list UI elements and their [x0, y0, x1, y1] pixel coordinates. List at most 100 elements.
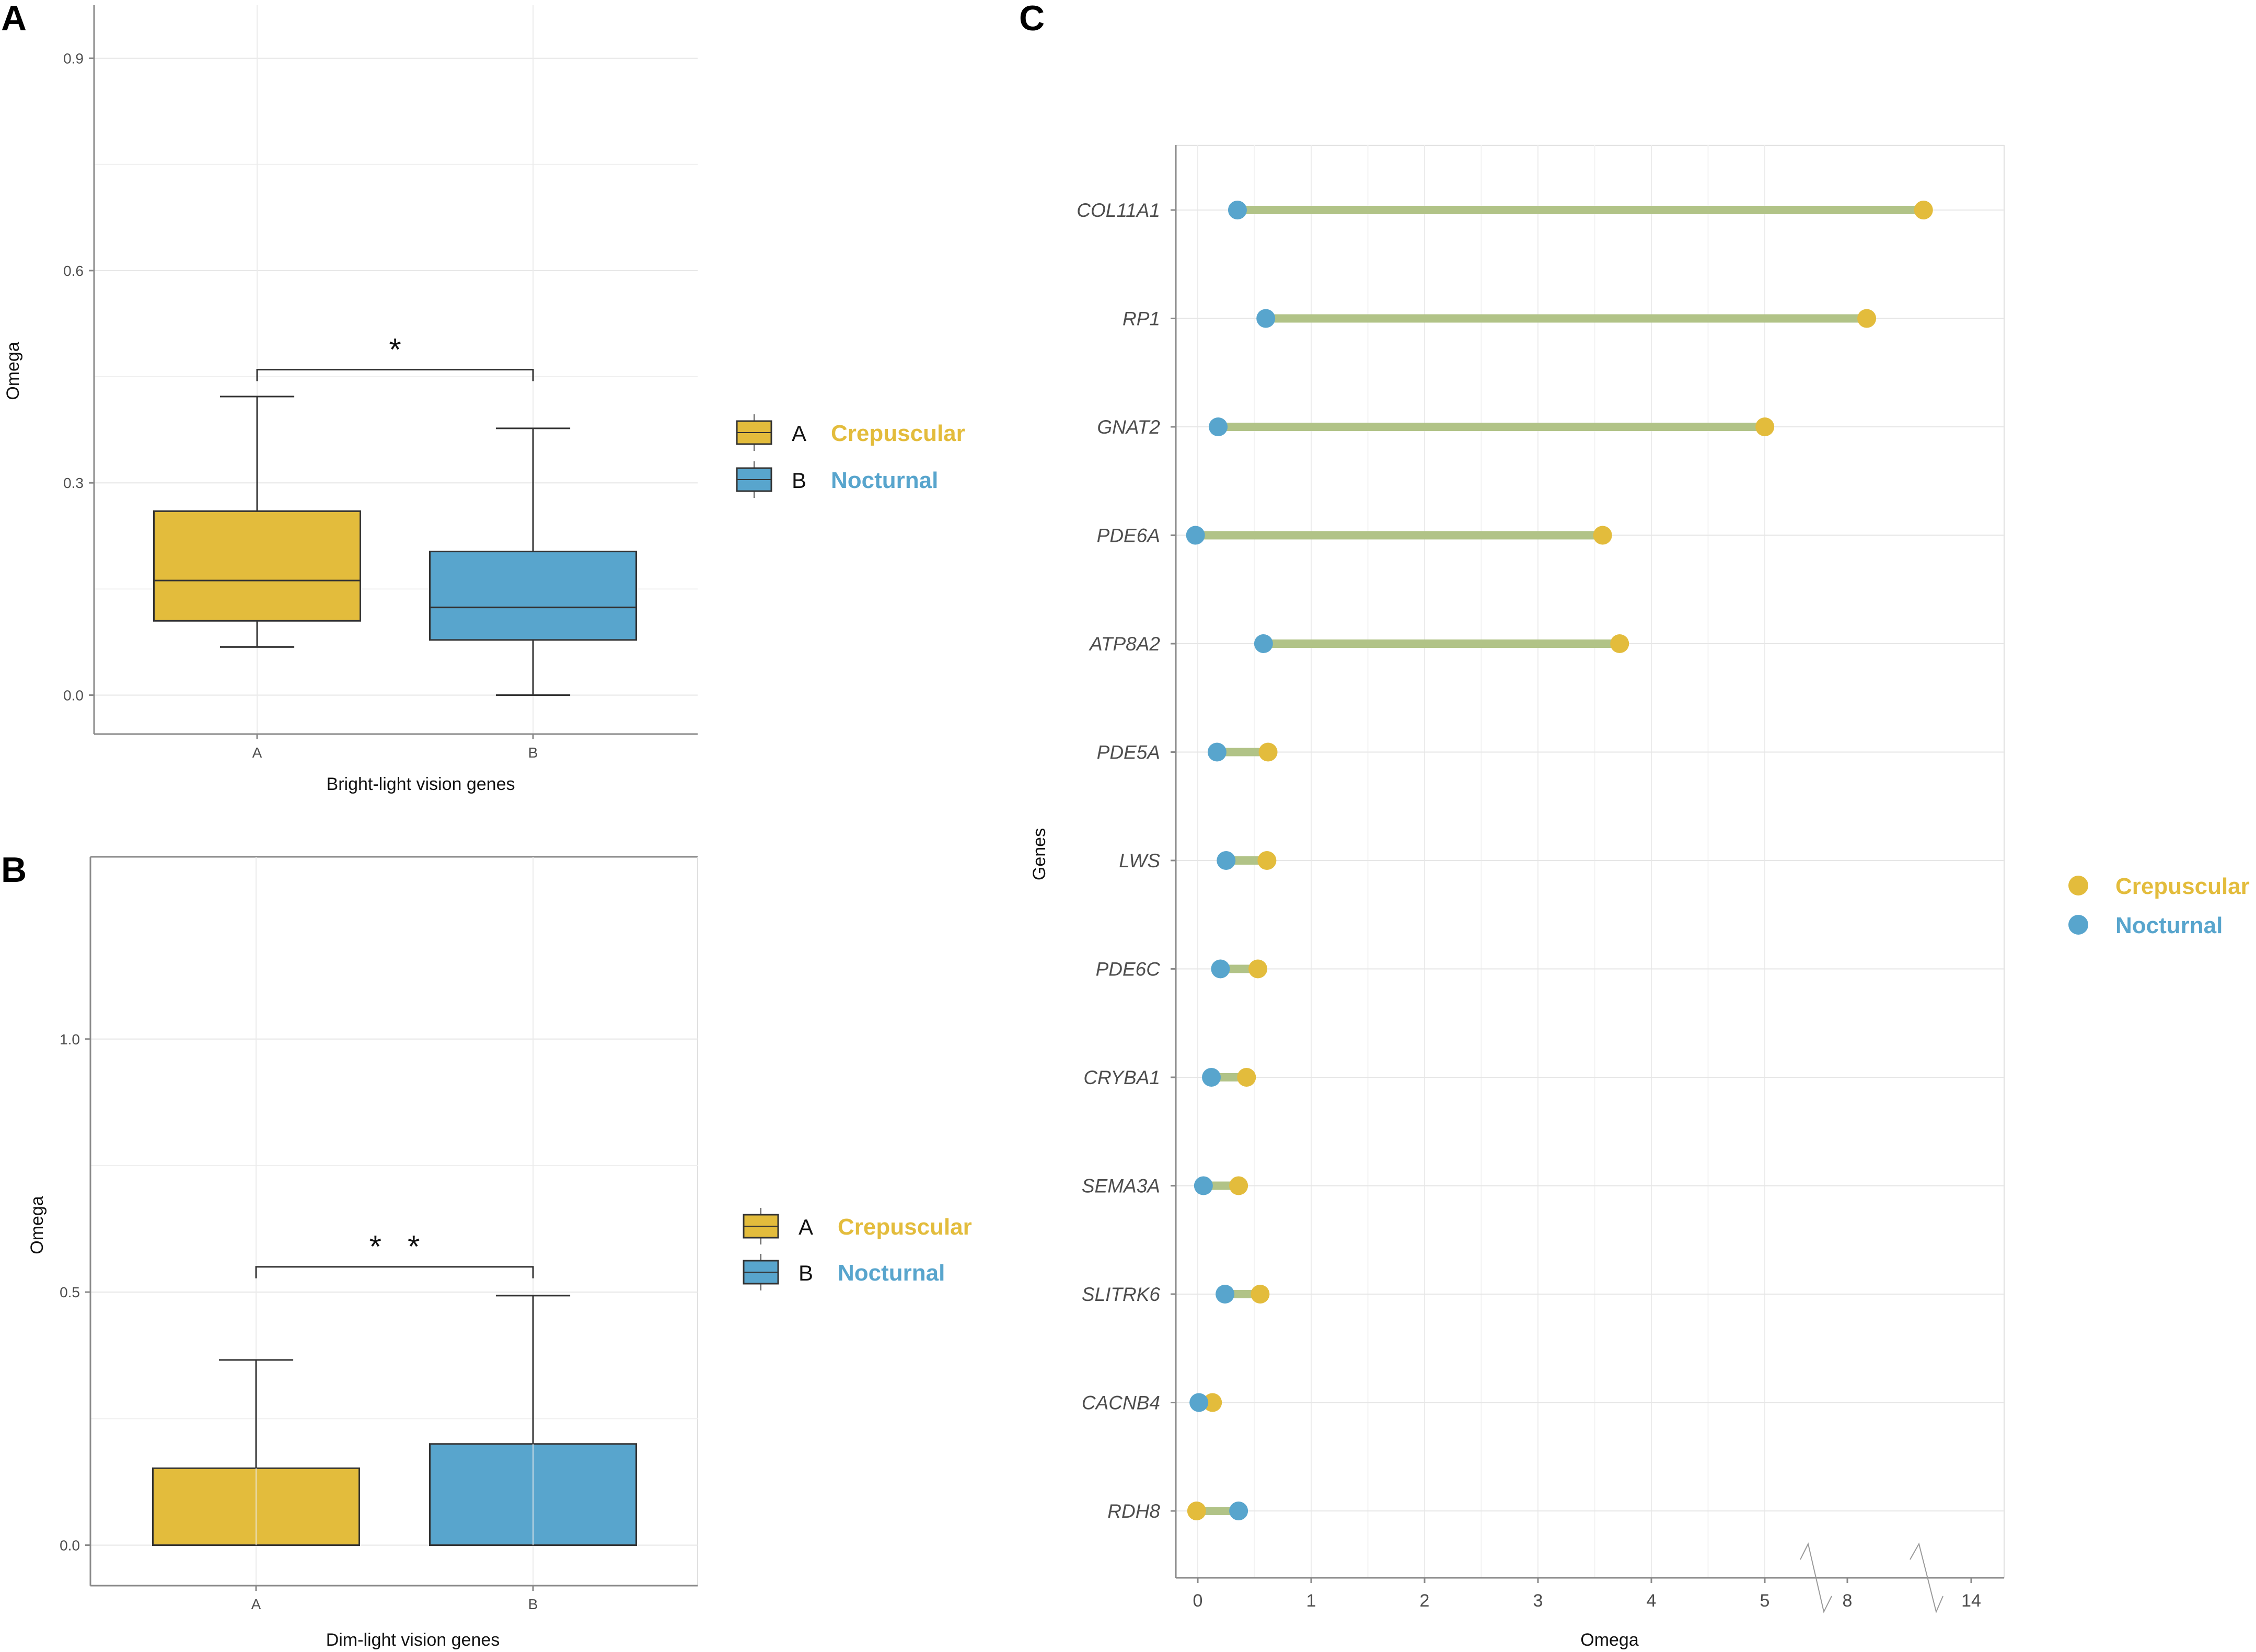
panel-c-point-crepuscular-atp8a2: [1610, 634, 1629, 653]
panel-c-point-crepuscular-slitrk6: [1251, 1285, 1270, 1304]
panel-c-point-nocturnal-atp8a2: [1254, 634, 1273, 653]
panel-a-legend: A Crepuscular B Nocturnal: [736, 414, 965, 498]
panel-a-boxes: [153, 395, 637, 696]
panel-c-gene-label-cryba1: CRYBA1: [1083, 1067, 1160, 1088]
panel-b-x-tick-label: A: [251, 1596, 261, 1612]
panel-c-point-crepuscular-rp1: [1857, 309, 1877, 328]
panel-b-legend-label-crepuscular: Crepuscular: [838, 1214, 972, 1240]
panel-a-significance-bracket: [256, 369, 534, 381]
panel-c-point-crepuscular-col11a1: [1914, 201, 1933, 219]
panel-b-y-tick-label: 0.0: [60, 1538, 80, 1554]
panel-a-y-tick-label: 0.3: [63, 475, 84, 491]
panel-c-gene-label-rdh8: RDH8: [1107, 1500, 1160, 1522]
panel-c-gene-label-pde6a: PDE6A: [1097, 525, 1160, 546]
panel-c-gene-label-atp8a2: ATP8A2: [1089, 633, 1160, 655]
panel-b-significance: * *: [255, 1229, 534, 1278]
panel-c-dumbbell: COL11A1 RP1 GNAT2 PDE6A ATP8A2 PDE5A LWS PDE6C C…: [1029, 145, 2250, 1650]
panel-c-point-nocturnal-sema3a: [1194, 1176, 1213, 1195]
panel-c-x-tick-label: 3: [1533, 1591, 1543, 1611]
panel-c-letter: C: [1019, 0, 1045, 38]
panel-c-point-nocturnal-pde6c: [1211, 959, 1230, 979]
panel-b-y-tick-label: 1.0: [60, 1031, 80, 1048]
panel-b-letter: B: [1, 850, 27, 890]
panel-c-x-axis-title: Omega: [1580, 1630, 1639, 1650]
panel-c-point-nocturnal-rdh8: [1229, 1502, 1248, 1520]
panel-a-x-tick-label: B: [528, 744, 538, 761]
panel-b-y-axis-title: Omega: [27, 1196, 47, 1254]
panel-c-gene-label-pde6c: PDE6C: [1096, 959, 1161, 980]
panel-c-legend-label-crepuscular: Crepuscular: [2115, 874, 2250, 899]
panel-c-x-tick-label: 5: [1760, 1591, 1770, 1611]
panel-b-boxes: [152, 1295, 637, 1546]
panel-b-x-axis-title: Dim-light vision genes: [326, 1630, 500, 1650]
panel-c-gene-label-pde5a: PDE5A: [1097, 742, 1160, 763]
panel-b-x-tick-label: B: [528, 1596, 538, 1612]
panel-a-x-tick-label: A: [252, 744, 262, 761]
panel-c-x-tick-label: 14: [1961, 1591, 1981, 1611]
panel-c-gene-label-gnat2: GNAT2: [1097, 416, 1160, 438]
panel-b-significance-bracket: [255, 1266, 534, 1278]
panel-a-y-tick-label: 0.6: [63, 263, 84, 279]
panel-c-point-nocturnal-cacnb4: [1189, 1393, 1209, 1412]
panel-b-significance-stars: * *: [369, 1229, 420, 1264]
panel-a-box-a: [153, 510, 361, 622]
panel-a-significance-stars: *: [389, 332, 401, 367]
panel-c-point-nocturnal-pde6a: [1186, 526, 1205, 545]
panel-c-point-crepuscular-gnat2: [1755, 417, 1775, 436]
panel-c-point-crepuscular-pde6c: [1248, 959, 1268, 979]
panel-c-point-crepuscular-pde5a: [1258, 742, 1278, 762]
panel-c-legend-dot-crepuscular: [2068, 876, 2088, 895]
panel-c-gene-label-rp1: RP1: [1123, 308, 1160, 330]
panel-a-y-axis-title: Omega: [3, 342, 23, 400]
panel-c-legend-dot-nocturnal: [2068, 915, 2088, 935]
panel-a-significance: *: [256, 332, 534, 381]
panel-c-point-crepuscular-sema3a: [1229, 1176, 1248, 1195]
panel-c-legend-label-nocturnal: Nocturnal: [2115, 913, 2223, 938]
panel-c-x-ticks: 0 1 2 3 4 5 8 14: [1193, 1578, 1981, 1611]
panel-a-letter: A: [1, 0, 27, 38]
panel-c-x-tick-label: 8: [1843, 1591, 1853, 1611]
panel-a-box-b: [429, 551, 637, 641]
panel-c-gene-label-cacnb4: CACNB4: [1082, 1392, 1160, 1414]
panel-a-y-tick-label: 0.0: [63, 688, 84, 704]
panel-b-legend-label-nocturnal: Nocturnal: [838, 1260, 945, 1286]
panel-c-point-crepuscular-lws: [1257, 851, 1277, 870]
panel-c-x-tick-label: 2: [1420, 1591, 1430, 1611]
panel-c-point-crepuscular-cryba1: [1237, 1068, 1256, 1087]
panel-a-legend-label-crepuscular: Crepuscular: [831, 421, 965, 446]
panel-c-point-nocturnal-rp1: [1256, 309, 1276, 328]
panel-a-legend-key-letter: B: [792, 468, 806, 493]
panel-c-point-nocturnal-lws: [1217, 851, 1236, 870]
panel-c-point-nocturnal-cryba1: [1202, 1068, 1221, 1087]
panel-c-point-nocturnal-col11a1: [1228, 201, 1247, 219]
panel-c-gene-label-col11a1: COL11A1: [1077, 200, 1160, 221]
panel-c-y-axis-title: Genes: [1029, 828, 1049, 880]
axis-break-icon: [1800, 1542, 1943, 1614]
panel-c-gene-label-slitrk6: SLITRK6: [1082, 1284, 1161, 1305]
panel-a-legend-key-letter: A: [792, 421, 806, 446]
panel-a-legend-label-nocturnal: Nocturnal: [831, 468, 938, 493]
panel-c-gene-rows: COL11A1 RP1 GNAT2 PDE6A ATP8A2 PDE5A LWS PDE6C C…: [1077, 200, 1933, 1522]
panel-c-point-nocturnal-pde5a: [1207, 742, 1227, 762]
panel-c-x-tick-label: 0: [1193, 1591, 1203, 1611]
panel-b-y-tick-label: 0.5: [60, 1284, 80, 1300]
panel-c-legend: Crepuscular Nocturnal: [2068, 874, 2250, 938]
panel-c-gene-label-lws: LWS: [1119, 850, 1160, 871]
panel-c-point-crepuscular-pde6a: [1593, 526, 1612, 545]
panel-c-point-crepuscular-cacnb4: [1203, 1393, 1222, 1412]
panel-c-x-tick-label: 4: [1647, 1591, 1657, 1611]
panel-a-y-ticks: 0.0 0.3 0.6 0.9: [63, 51, 94, 704]
panel-c-gene-label-sema3a: SEMA3A: [1082, 1176, 1160, 1197]
panel-c-point-nocturnal-gnat2: [1209, 417, 1228, 436]
panel-a-x-axis-title: Bright-light vision genes: [327, 774, 515, 794]
panel-a-y-tick-label: 0.9: [63, 51, 84, 67]
panel-c-gridlines: [1176, 145, 2004, 1578]
panel-b-y-ticks: 0.0 0.5 1.0: [60, 1031, 90, 1554]
panel-b-legend: A Crepuscular B Nocturnal: [743, 1208, 972, 1290]
panel-b-legend-key-letter: A: [799, 1215, 813, 1239]
